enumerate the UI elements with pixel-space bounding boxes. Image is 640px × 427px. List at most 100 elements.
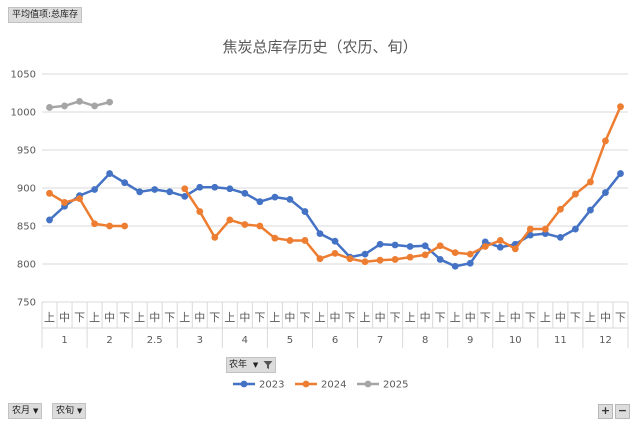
- x-sub-label: 下: [345, 311, 356, 324]
- legend-marker-2023: [240, 380, 248, 388]
- x-sub-label: 下: [119, 311, 130, 324]
- series-field-label: 农年: [229, 360, 248, 370]
- data-point-2024: [91, 220, 98, 228]
- x-group-label: 10: [509, 335, 522, 346]
- data-point-2023: [136, 188, 144, 196]
- data-point-2024: [587, 178, 594, 186]
- data-point-2024: [572, 190, 579, 198]
- legend-label-2023: 2023: [259, 380, 284, 391]
- series-field-button[interactable]: 农年 ▼: [226, 357, 277, 373]
- x-group-label: 1: [61, 335, 67, 346]
- chart-title: 焦炭总库存历史（农历、旬）: [222, 38, 417, 56]
- x-group-label: 11: [554, 335, 567, 346]
- data-point-2023: [361, 250, 369, 258]
- legend-marker-2025: [364, 380, 372, 388]
- data-point-2023: [617, 170, 624, 177]
- x-sub-label: 中: [59, 311, 70, 324]
- data-point-2023: [256, 198, 264, 206]
- x-sub-label: 上: [89, 311, 100, 324]
- x-sub-label: 下: [525, 311, 536, 324]
- legend-label-2024: 2024: [321, 380, 346, 391]
- data-point-2024: [76, 195, 83, 203]
- data-point-2023: [391, 241, 399, 249]
- x-sub-label: 上: [269, 311, 280, 324]
- filter-nonxun-button[interactable]: 农旬 ▼: [52, 403, 87, 419]
- x-group-label: 7: [377, 335, 383, 346]
- data-point-2023: [241, 189, 249, 197]
- y-tick-label: 750: [17, 298, 36, 309]
- data-point-2025: [91, 102, 98, 110]
- zoom-controls: + −: [598, 404, 630, 419]
- data-point-2023: [451, 262, 459, 270]
- x-group-label: 12: [599, 335, 612, 346]
- y-tick-label: 850: [17, 222, 36, 233]
- data-point-2024: [61, 199, 68, 206]
- data-point-2023: [211, 183, 219, 191]
- x-sub-label: 上: [585, 311, 596, 324]
- data-point-2024: [556, 205, 564, 213]
- x-sub-label: 上: [450, 311, 461, 324]
- x-group-label: 3: [197, 335, 203, 346]
- y-tick-label: 950: [17, 146, 36, 157]
- data-point-2023: [316, 230, 324, 238]
- x-group-label: 2.5: [147, 335, 163, 346]
- data-point-2025: [106, 98, 114, 106]
- x-sub-label: 下: [570, 311, 581, 324]
- data-point-2024: [286, 237, 294, 244]
- data-point-2024: [346, 255, 354, 263]
- data-point-2024: [106, 222, 114, 230]
- x-sub-label: 中: [600, 311, 611, 324]
- data-point-2024: [391, 256, 399, 263]
- filter-funnel-icon: [263, 360, 273, 369]
- data-point-2024: [541, 225, 549, 233]
- x-sub-label: 上: [495, 311, 506, 324]
- data-point-2023: [271, 193, 279, 201]
- data-point-2024: [436, 242, 444, 250]
- y-tick-label: 900: [17, 184, 36, 195]
- x-sub-label: 中: [465, 311, 476, 324]
- x-sub-label: 中: [555, 311, 566, 324]
- data-point-2024: [46, 189, 53, 197]
- data-point-2025: [46, 104, 53, 111]
- zoom-out-button[interactable]: −: [615, 404, 630, 419]
- dropdown-arrow-icon: ▼: [252, 361, 259, 369]
- data-point-2024: [451, 249, 459, 256]
- data-point-2025: [76, 97, 83, 105]
- filter-nonyue-label: 农月: [12, 406, 31, 416]
- data-point-2023: [466, 259, 474, 267]
- data-point-2024: [466, 250, 474, 258]
- x-group-label: 2: [106, 335, 112, 346]
- value-field-button[interactable]: 平均值项:总库存: [8, 7, 83, 23]
- data-point-2024: [121, 222, 129, 230]
- zoom-in-button[interactable]: +: [598, 404, 613, 419]
- data-point-2024: [406, 253, 414, 261]
- x-sub-label: 下: [435, 311, 446, 324]
- data-point-2024: [526, 225, 534, 233]
- data-point-2023: [46, 216, 53, 224]
- x-sub-label: 下: [390, 311, 401, 324]
- x-sub-label: 下: [615, 311, 626, 324]
- y-tick-label: 800: [17, 260, 36, 271]
- data-point-2024: [421, 251, 429, 259]
- data-point-2024: [496, 237, 504, 244]
- series-line-2024: [183, 106, 622, 263]
- x-sub-label: 上: [44, 311, 55, 324]
- data-point-2024: [617, 103, 624, 111]
- data-point-2024: [602, 137, 609, 145]
- data-point-2024: [181, 185, 189, 193]
- x-sub-label: 中: [149, 311, 160, 324]
- x-sub-label: 下: [164, 311, 175, 324]
- x-sub-label: 上: [360, 311, 371, 324]
- x-sub-label: 下: [209, 311, 220, 324]
- data-point-2024: [241, 221, 249, 228]
- legend-marker-2024: [302, 380, 310, 388]
- x-sub-label: 中: [194, 311, 205, 324]
- data-point-2024: [211, 234, 219, 241]
- data-point-2023: [496, 243, 504, 251]
- data-point-2024: [361, 258, 369, 266]
- x-sub-label: 中: [104, 311, 115, 324]
- filter-nonyue-button[interactable]: 农月 ▼: [8, 403, 43, 419]
- data-point-2023: [436, 256, 444, 263]
- data-point-2024: [511, 245, 519, 253]
